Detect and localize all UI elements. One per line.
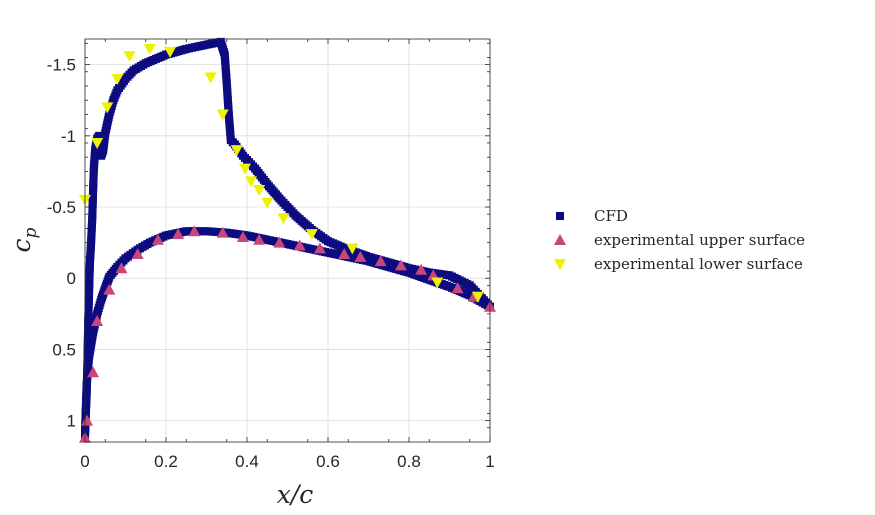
tick-labels: 0 0.2 0.4 0.6 0.8 1 -1.5 -1 -0.5 0 0.5 1 bbox=[47, 56, 495, 471]
legend-marker bbox=[556, 212, 564, 220]
x-tick-label: 1 bbox=[485, 452, 494, 471]
upper-surface-point bbox=[394, 259, 407, 271]
x-tick-label: 0.4 bbox=[235, 452, 259, 471]
upper-surface-point bbox=[188, 225, 201, 237]
y-tick-label: -1 bbox=[61, 127, 76, 146]
upper-surface-point bbox=[216, 226, 229, 238]
data-marks bbox=[79, 37, 496, 443]
y-tick-label: -0.5 bbox=[47, 198, 76, 217]
lower-surface-point bbox=[204, 72, 217, 84]
upper-surface-point bbox=[115, 262, 128, 274]
lower-surface-point bbox=[91, 137, 104, 149]
lower-surface-point bbox=[164, 46, 177, 58]
y-axis-title: cp bbox=[7, 227, 41, 252]
lower-surface-point bbox=[123, 51, 136, 63]
x-tick-label: 0.8 bbox=[397, 452, 421, 471]
x-tick-label: 0.2 bbox=[154, 452, 178, 471]
legend-marker bbox=[554, 259, 566, 270]
series-experimental-upper bbox=[79, 225, 496, 443]
series-experimental-lower bbox=[79, 43, 484, 303]
lower-surface-point bbox=[431, 277, 444, 289]
upper-surface-point bbox=[273, 236, 286, 248]
y-tick-label: 0.5 bbox=[52, 340, 76, 359]
lower-surface-point bbox=[346, 243, 359, 255]
upper-surface-point bbox=[451, 282, 464, 294]
legend: CFD experimental upper surface experimenta… bbox=[554, 207, 805, 273]
lower-surface-point bbox=[101, 102, 114, 114]
upper-surface-point bbox=[354, 250, 367, 262]
legend-label: experimental upper surface bbox=[594, 231, 805, 249]
y-tick-label: -1.5 bbox=[47, 56, 76, 75]
lower-surface-point bbox=[143, 43, 156, 55]
lower-surface-point bbox=[238, 163, 251, 175]
x-axis-title: x/c bbox=[277, 480, 314, 509]
upper-surface-point bbox=[131, 248, 144, 260]
legend-label: CFD bbox=[594, 207, 628, 225]
lower-surface-point bbox=[471, 291, 484, 303]
upper-surface-point bbox=[415, 263, 428, 275]
x-tick-label: 0.6 bbox=[316, 452, 340, 471]
y-tick-label: 1 bbox=[67, 412, 76, 431]
upper-surface-point bbox=[81, 414, 94, 426]
lower-surface-point bbox=[261, 197, 274, 209]
legend-label: experimental lower surface bbox=[594, 255, 803, 273]
x-tick-label: 0 bbox=[80, 452, 89, 471]
upper-surface-point bbox=[103, 283, 116, 295]
lower-surface-point bbox=[277, 213, 290, 225]
upper-surface-point bbox=[87, 366, 100, 378]
plot-frame bbox=[84, 38, 491, 443]
lower-surface-point bbox=[253, 184, 266, 196]
upper-surface-point bbox=[253, 233, 266, 245]
lower-surface-point bbox=[111, 73, 124, 85]
y-tick-label: 0 bbox=[67, 269, 76, 288]
lower-surface-point bbox=[305, 229, 318, 241]
upper-surface-point bbox=[338, 248, 351, 260]
legend-marker bbox=[554, 234, 566, 245]
upper-surface-point bbox=[236, 230, 249, 242]
series-cfd bbox=[81, 37, 494, 439]
upper-surface-point bbox=[151, 233, 164, 245]
lower-surface-point bbox=[245, 176, 258, 188]
upper-surface-point bbox=[293, 239, 306, 251]
upper-surface-point bbox=[313, 242, 326, 254]
upper-surface-point bbox=[374, 255, 387, 267]
upper-surface-point bbox=[91, 314, 104, 326]
lower-surface-point bbox=[230, 145, 243, 157]
upper-surface-point bbox=[172, 228, 185, 240]
lower-surface-point bbox=[216, 109, 229, 121]
